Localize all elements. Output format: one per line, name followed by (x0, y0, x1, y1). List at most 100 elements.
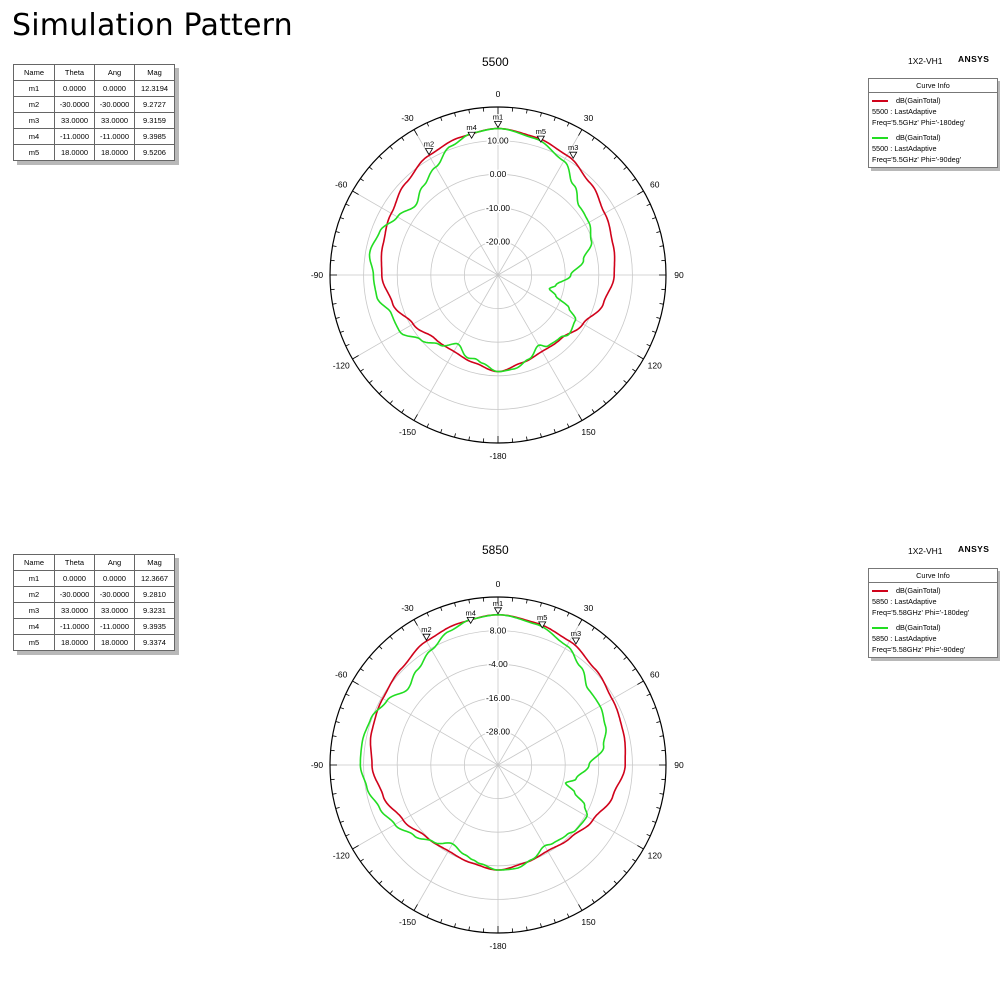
tick-mark (553, 116, 556, 122)
marker-label: m1 (493, 599, 503, 608)
tick-mark (426, 612, 430, 617)
tick-mark (553, 428, 556, 434)
tick-mark (332, 245, 337, 247)
tick-mark (339, 217, 345, 220)
tick-mark (440, 428, 443, 434)
tick-mark (360, 178, 364, 182)
tick-mark (413, 414, 418, 421)
table-cell: 9.2727 (134, 96, 175, 113)
marker-triangle (424, 148, 434, 156)
legend-quantity: dB(GainTotal) (896, 96, 941, 105)
table-row: m5 18.0000 18.0000 9.5206 (13, 144, 175, 161)
tick-mark (426, 122, 430, 127)
table-cell: m1 (13, 570, 55, 587)
curve-info-legend: Curve Info dB(GainTotal) 5850 : LastAdap… (868, 568, 998, 658)
tick-mark (440, 606, 443, 612)
grid-spoke (413, 129, 499, 276)
tick-mark (389, 636, 393, 640)
series-curve (368, 127, 593, 373)
table-cell: 12.3194 (134, 80, 175, 97)
angle-tick-label: -60 (335, 670, 348, 680)
tick-mark (646, 203, 651, 207)
table-cell: 9.5206 (134, 144, 175, 161)
tick-mark (613, 390, 618, 395)
tick-mark (389, 400, 393, 404)
legend-swatch-red (872, 589, 888, 592)
angle-tick-label: -120 (333, 851, 350, 861)
table-cell: m4 (13, 618, 55, 635)
tick-mark (413, 619, 418, 626)
tick-mark (454, 602, 456, 607)
table-row: m5 18.0000 18.0000 9.3374 (13, 634, 175, 651)
tick-mark (566, 913, 570, 918)
tick-mark (646, 693, 651, 697)
column-header: Ang (94, 64, 135, 81)
tick-mark (623, 870, 627, 874)
legend-line: 5850 : LastAdaptive (872, 597, 937, 606)
tick-mark (646, 833, 651, 837)
tick-mark (468, 599, 470, 604)
tick-mark (613, 645, 618, 650)
tick-mark (591, 137, 595, 141)
tick-mark (526, 599, 528, 604)
angle-tick-label: -150 (399, 427, 416, 437)
marker-table: Name Theta Ang Mag m1 0.0000 0.0000 12.3667… (13, 554, 175, 651)
angle-tick-label: -180 (489, 451, 506, 461)
table-row: m3 33.0000 33.0000 9.3159 (13, 112, 175, 129)
table-row: m4 -11.0000 -11.0000 9.3985 (13, 128, 175, 145)
marker-label: m2 (421, 625, 431, 634)
tick-mark (566, 612, 570, 617)
marker-triangle (571, 637, 581, 645)
tick-mark (468, 436, 470, 441)
tick-mark (369, 656, 373, 660)
table-cell: 9.3231 (134, 602, 175, 619)
tick-mark (578, 619, 583, 626)
tick-mark (332, 303, 337, 305)
table-row: m2 -30.0000 -30.0000 9.2810 (13, 586, 175, 603)
tick-mark (651, 707, 657, 710)
project-label: 1X2-VH1 (908, 56, 943, 66)
tick-mark (603, 890, 607, 894)
series-curve (359, 613, 607, 871)
tick-mark (637, 680, 644, 685)
column-header: Name (13, 64, 55, 81)
table-cell: -11.0000 (94, 618, 135, 635)
tick-mark (651, 330, 657, 333)
table-cell: 18.0000 (54, 634, 95, 651)
tick-mark (440, 116, 443, 122)
project-label: 1X2-VH1 (908, 546, 943, 556)
angle-tick-label: 120 (648, 851, 662, 861)
tick-mark (540, 602, 542, 607)
marker-label: m4 (465, 608, 475, 617)
legend-entry: dB(GainTotal) 5500 : LastAdaptive Freq='… (869, 130, 997, 167)
tick-mark (440, 918, 443, 924)
tick-mark (389, 146, 393, 150)
grid-spoke (497, 274, 583, 421)
legend-swatch-green (872, 626, 888, 629)
tick-mark (352, 680, 359, 685)
marker-triangle (493, 607, 503, 615)
table-cell: 0.0000 (54, 80, 95, 97)
table-cell: -11.0000 (94, 128, 135, 145)
tick-mark (613, 880, 618, 885)
tick-mark (656, 721, 661, 723)
marker-label: m5 (536, 127, 546, 136)
tick-mark (468, 926, 470, 931)
tick-mark (401, 409, 405, 413)
legend-line: 5500 : LastAdaptive (872, 107, 937, 116)
tick-mark (553, 918, 556, 924)
table-cell: -11.0000 (54, 128, 95, 145)
tick-mark (603, 146, 607, 150)
marker-label: m3 (571, 629, 581, 638)
table-cell: -30.0000 (94, 96, 135, 113)
curve-info-legend: Curve Info dB(GainTotal) 5500 : LastAdap… (868, 78, 998, 168)
marker-triangle (467, 131, 476, 140)
tick-mark (659, 735, 664, 737)
tick-mark (637, 845, 644, 850)
tick-mark (369, 380, 373, 384)
tick-mark (454, 923, 456, 928)
tick-mark (369, 870, 373, 874)
marker-triangle (569, 151, 578, 159)
radial-label: -28.00 (486, 726, 510, 736)
marker-label: m4 (466, 123, 476, 132)
